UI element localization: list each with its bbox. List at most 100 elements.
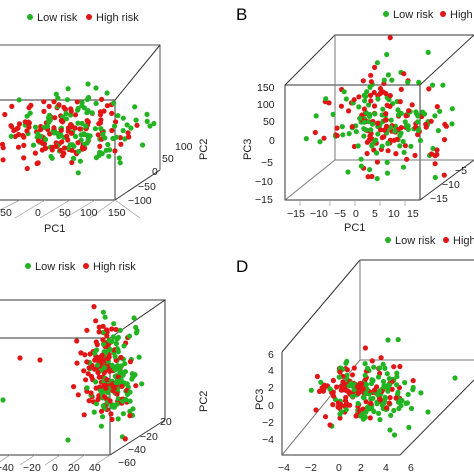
high-risk-point (356, 407, 362, 414)
z-axis-label: PC3 (242, 139, 254, 160)
low-risk-point (115, 334, 121, 340)
low-risk-point (115, 366, 121, 372)
tick-label: 4 (383, 462, 389, 474)
low-risk-point (75, 105, 81, 112)
low-risk-point (418, 390, 424, 396)
low-risk-point (339, 124, 345, 130)
tick-label: 50 (162, 153, 174, 165)
low-risk-point (374, 150, 380, 156)
high-risk-point (322, 414, 329, 420)
tick-label: 50 (59, 207, 71, 219)
low-risk-point (405, 391, 411, 398)
low-risk-point (118, 377, 124, 383)
high-risk-point (72, 125, 78, 131)
tick-label: 6 (408, 462, 414, 474)
high-risk-point (330, 377, 336, 384)
tick-label: 100 (175, 141, 193, 153)
low-risk-point (45, 115, 52, 121)
high-risk-point (64, 133, 70, 139)
legend-low-risk-label: Low risk (393, 9, 434, 21)
legend-high-risk-label: High risk (450, 9, 474, 21)
low-risk-point (77, 158, 83, 164)
low-risk-point (112, 353, 118, 360)
high-risk-point (434, 147, 440, 153)
low-risk-point (121, 343, 127, 349)
high-risk-point (441, 172, 447, 178)
high-risk-point (74, 360, 80, 366)
tick-label: −10 (310, 208, 328, 220)
low-risk-point (374, 60, 380, 66)
legend-low-risk-marker (385, 237, 391, 243)
high-risk-point (368, 98, 374, 104)
high-risk-point (125, 130, 131, 136)
high-risk-point (58, 117, 64, 124)
high-risk-point (38, 127, 44, 133)
high-risk-point (101, 382, 107, 388)
tick-label: −15 (255, 194, 273, 206)
high-risk-point (46, 103, 52, 109)
high-risk-point (385, 148, 391, 154)
high-risk-point (0, 145, 6, 151)
high-risk-point (382, 117, 388, 123)
low-risk-point (98, 388, 104, 394)
high-risk-point (93, 318, 99, 324)
high-risk-point (387, 93, 393, 99)
tick-label: −5 (455, 165, 467, 177)
low-risk-point (343, 407, 349, 413)
high-risk-point (69, 147, 75, 153)
low-risk-point (120, 411, 126, 417)
low-risk-point (124, 381, 130, 387)
low-risk-point (106, 153, 112, 159)
low-risk-point (43, 136, 49, 143)
y-axis-label: PC2 (198, 139, 210, 160)
low-risk-point (386, 376, 392, 382)
low-risk-point (69, 142, 75, 148)
low-risk-point (103, 349, 109, 355)
high-risk-point (377, 127, 384, 133)
low-risk-point (425, 49, 431, 56)
high-risk-point (403, 113, 409, 119)
high-risk-point (104, 103, 110, 109)
panel-b-box (284, 34, 474, 201)
low-risk-point (63, 116, 69, 122)
high-risk-point (383, 111, 389, 117)
low-risk-point (408, 405, 415, 412)
low-risk-point (379, 402, 386, 408)
high-risk-point (100, 323, 106, 329)
high-risk-point (41, 108, 47, 114)
high-risk-point (99, 96, 105, 102)
high-risk-point (409, 102, 415, 108)
high-risk-point (393, 395, 399, 401)
high-risk-point (47, 131, 53, 137)
low-risk-point (363, 127, 369, 133)
high-risk-point (404, 156, 410, 162)
high-risk-point (402, 143, 408, 149)
tick-label: 150 (257, 82, 275, 94)
low-risk-point (98, 126, 104, 132)
low-risk-point (410, 387, 416, 393)
low-risk-point (358, 163, 364, 169)
low-risk-point (117, 160, 123, 166)
high-risk-point (369, 173, 375, 180)
low-risk-point (105, 390, 111, 396)
low-risk-point (391, 432, 398, 438)
high-risk-point (122, 436, 128, 442)
panel-a-floor-grid (0, 199, 141, 219)
low-risk-point (416, 79, 422, 85)
low-risk-point (400, 164, 407, 170)
panel-c-y-ticks: −60 −40 −20 20 PC2 (118, 391, 210, 469)
low-risk-point (449, 106, 455, 112)
low-risk-point (396, 405, 402, 412)
panel-d-x-ticks: −4 −2 0 2 4 6 (278, 462, 414, 474)
high-risk-point (109, 326, 115, 332)
low-risk-point (346, 383, 352, 389)
high-risk-point (37, 357, 43, 363)
low-risk-point (377, 388, 383, 394)
panel-d: D Low risk High risk 6 4 2 0 −2 −4 PC3 −… (236, 235, 474, 474)
high-risk-point (119, 383, 125, 389)
low-risk-point (97, 149, 103, 155)
low-risk-point (94, 362, 101, 368)
low-risk-point (100, 414, 106, 420)
legend-high-risk-marker (443, 237, 449, 243)
legend-low-risk-label: Low risk (35, 261, 76, 273)
